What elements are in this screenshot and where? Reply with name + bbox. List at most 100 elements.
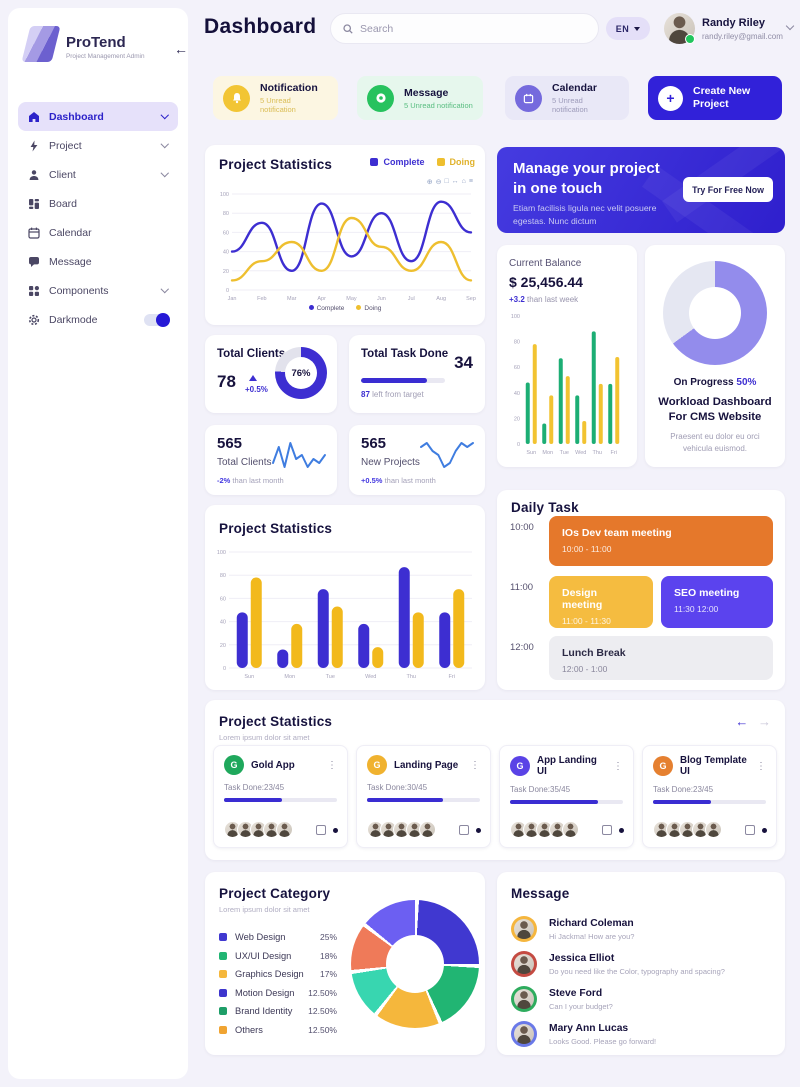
svg-text:0: 0 [223,666,226,672]
project-category-card: Project Category Lorem ipsum dolor sit a… [205,872,485,1055]
sidebar-item-components[interactable]: Components [18,276,178,305]
avatar [514,919,534,939]
calendar-card[interactable]: Calendar 5 Unread notification [505,76,629,120]
message-row[interactable]: Jessica Elliot Do you need like the Colo… [511,951,771,981]
total-task-done-card: Total Task Done 34 87 left from target [349,335,485,413]
language-selector[interactable]: EN [606,17,650,40]
sidebar-item-label: Client [49,168,76,181]
banner-title: Manage your project in one touch [513,160,660,197]
new-projects-mini-card: 565 New Projects +0.5% than last month [349,425,485,495]
sidebar-item-client[interactable]: Client [18,160,178,189]
more-dot-icon[interactable] [619,827,624,833]
search-input[interactable]: Search [330,13,599,44]
project-statistics-line-chart: 0 20 40 60 80 100 Jan Feb Mar Apr May Jun Jul Aug Sep [220,192,476,302]
chevron-down-icon [160,169,169,177]
sidebar-item-message[interactable]: Message [18,247,178,276]
message-preview: Looks Good. Please go forward! [549,1037,657,1046]
sidebar-item-project[interactable]: Project [18,131,178,160]
darkmode-toggle[interactable] [144,312,170,327]
sidebar-item-dashboard[interactable]: Dashboard [18,102,178,131]
svg-text:Sun: Sun [526,450,536,456]
svg-text:Aug: Aug [436,296,446,302]
message-row[interactable]: Steve Ford Can I your budget? [511,986,771,1016]
legend-label: Doing [364,305,382,312]
project-progress-bar [367,798,480,802]
event-lunch-break[interactable]: Lunch Break 12:00 - 1:00 [549,636,773,680]
message-row[interactable]: Mary Ann Lucas Looks Good. Please go for… [511,1021,771,1051]
autoscale-icon[interactable]: ≡ [468,178,473,185]
zoom-out-icon[interactable]: ⊖ [435,179,442,186]
quick-card-title: Message [404,86,449,99]
svg-text:Jan: Jan [228,296,237,302]
sender-name: Richard Coleman [549,918,634,929]
svg-text:0: 0 [226,288,229,294]
project-statistics-line-card: Project Statistics Complete Doing ⊕ ⊖ □ … [205,145,485,325]
project-card-app-landing-ui[interactable]: G App Landing UI Task Done:35/45 [499,745,634,848]
legend-item: Web Design 25% [219,928,337,947]
clients-delta: +0.5% [245,385,268,394]
svg-text:100: 100 [511,314,520,320]
svg-text:Fri: Fri [449,674,455,680]
notification-card[interactable]: Notification 5 Unread notification [213,76,338,120]
more-dot-icon[interactable] [762,827,767,833]
legend-swatch [219,970,227,979]
sidebar-item-board[interactable]: Board [18,189,178,218]
task-done-text: Task Done:35/45 [510,785,571,794]
svg-text:May: May [346,296,357,302]
box-select-icon[interactable]: □ [444,178,449,185]
try-free-button[interactable]: Try For Free Now [683,177,773,202]
message-row[interactable]: Richard Coleman Hi Jackma! How are you? [511,916,771,946]
user-menu-chevron-icon[interactable] [785,21,795,31]
project-card-blog-template-ui[interactable]: G Blog Template UI Task Done:23/45 [642,745,777,848]
sidebar-item-calendar[interactable]: Calendar [18,218,178,247]
quick-card-subtitle: 5 Unread notification [552,96,588,114]
svg-text:40: 40 [220,620,226,626]
chevron-down-icon [160,140,169,148]
svg-text:Mon: Mon [284,674,295,680]
balance-label: Current Balance [509,258,582,269]
more-dot-icon[interactable] [333,827,338,833]
event-seo-meeting[interactable]: SEO meeting 11:30 12:00 [661,576,773,628]
legend-pct: 18% [319,950,337,961]
sidebar-item-label: Calendar [49,226,92,239]
legend-item: UX/UI Design 18% [219,947,337,966]
event-ios-dev-meeting[interactable]: IOs Dev team meeting 10:00 - 11:00 [549,516,773,566]
sidebar-item-darkmode[interactable]: Darkmode [18,305,178,334]
kebab-menu-icon[interactable] [613,761,623,772]
legend-label: Complete [316,305,345,312]
legend-swatch [219,988,227,997]
pan-icon[interactable]: ↔ [451,178,459,185]
kebab-menu-icon[interactable] [756,761,766,772]
reset-home-icon[interactable]: ⌂ [461,178,466,185]
arrow-left-icon[interactable]: ← [735,714,749,729]
legend-swatch [370,158,379,166]
message-card[interactable]: Message 5 Unread notification [357,76,483,120]
calendar-icon [28,227,40,239]
card-title: Project Category [219,886,331,901]
zoom-in-icon[interactable]: ⊕ [426,179,433,186]
project-card-landing-page[interactable]: G Landing Page Task Done:30/45 [356,745,491,848]
arrow-right-icon[interactable]: → [758,714,771,729]
svg-text:0: 0 [517,442,520,448]
calendar-outline-icon[interactable] [316,825,326,835]
collapse-sidebar-icon[interactable]: ← [174,41,188,57]
mini-label: New Projects [361,457,420,468]
project-name: Blog Template UI [680,755,747,777]
card-title: Project Statistics [219,521,333,536]
svg-text:100: 100 [220,192,229,198]
balance-bar-chart: 0 20 40 60 80 100 Sun Mon Tue Wed Thu Fri [511,314,620,456]
calendar-outline-icon[interactable] [602,825,612,835]
event-design-meeting[interactable]: Design meeting 11:00 - 11:30 [549,576,653,628]
calendar-outline-icon[interactable] [745,825,755,835]
legend-label: Others [235,1024,263,1035]
create-new-project-button[interactable]: + Create New Project [648,76,782,120]
kebab-menu-icon[interactable] [327,760,337,771]
workload-body: Praesent eu dolor eu orci vehicula euism… [670,432,760,453]
legend-item: Others 12.50% [219,1021,337,1040]
calendar-outline-icon[interactable] [459,825,469,835]
kebab-menu-icon[interactable] [470,760,480,771]
project-card-gold-app[interactable]: G Gold App Task Done:23/45 [213,745,348,848]
more-dot-icon[interactable] [476,827,481,833]
avatar-ring [511,951,537,977]
event-time: 12:00 - 1:00 [562,664,608,674]
